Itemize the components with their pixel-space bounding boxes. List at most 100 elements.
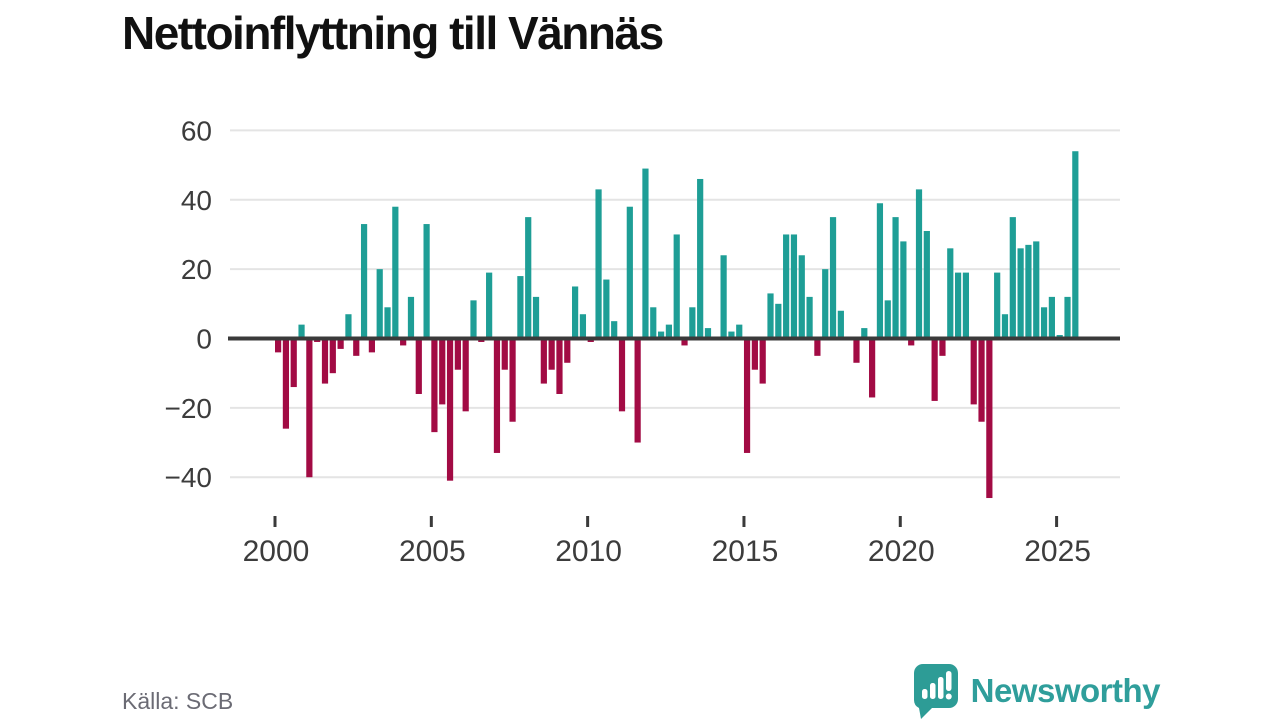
bar xyxy=(986,338,993,499)
x-axis-tick-label: 2025 xyxy=(1024,535,1091,568)
bar xyxy=(954,272,962,339)
icon-exclamation-dot xyxy=(945,693,952,700)
bar xyxy=(423,224,430,339)
bar xyxy=(657,331,665,339)
bar xyxy=(1072,151,1079,339)
bar xyxy=(345,314,352,339)
bar xyxy=(509,338,516,422)
bar xyxy=(697,178,704,339)
bar xyxy=(454,338,461,370)
bar xyxy=(329,338,336,374)
bar xyxy=(415,338,422,394)
bar xyxy=(962,272,970,339)
bar xyxy=(618,338,626,412)
bar xyxy=(392,206,399,339)
bar xyxy=(915,189,923,339)
bar xyxy=(376,269,383,339)
bar xyxy=(751,338,758,370)
bar xyxy=(634,338,641,443)
bar xyxy=(1017,248,1024,339)
bar xyxy=(384,307,391,339)
bar xyxy=(626,206,633,339)
bar xyxy=(1064,296,1071,339)
bar xyxy=(673,234,680,339)
newsworthy-chart-bubble-icon xyxy=(913,664,958,719)
y-axis-tick-label: 40 xyxy=(181,185,212,216)
bar xyxy=(290,338,297,388)
bar xyxy=(1033,241,1040,339)
y-axis-tick-label: 0 xyxy=(196,324,212,355)
bar xyxy=(931,338,938,401)
bar xyxy=(439,338,446,405)
bar xyxy=(822,269,829,339)
bar xyxy=(650,307,657,339)
bar xyxy=(501,338,508,370)
bar xyxy=(743,338,751,453)
bar xyxy=(994,272,1001,339)
bar xyxy=(1001,314,1009,339)
icon-bar-3 xyxy=(937,677,944,699)
y-axis-tick-label: 20 xyxy=(181,254,212,285)
bar xyxy=(829,217,837,339)
bar xyxy=(540,338,547,384)
bar xyxy=(853,338,860,363)
bar xyxy=(611,321,618,339)
bar xyxy=(923,230,930,339)
bar xyxy=(798,255,805,339)
bar xyxy=(900,241,907,339)
bar xyxy=(556,338,563,394)
bar xyxy=(1025,244,1032,339)
icon-bar-1 xyxy=(921,689,928,699)
bar xyxy=(306,338,313,478)
bar xyxy=(603,279,610,339)
bar xyxy=(681,338,688,346)
bar xyxy=(517,276,524,339)
bar xyxy=(736,324,743,339)
bar xyxy=(861,328,868,339)
bar xyxy=(978,338,985,422)
bar xyxy=(298,324,305,339)
bar xyxy=(720,255,727,339)
x-axis-tick-label: 2015 xyxy=(712,535,779,568)
y-axis-tick-label: 60 xyxy=(181,115,212,146)
bar xyxy=(525,217,532,339)
brand-name: Newsworthy xyxy=(970,672,1161,709)
chart-title: Nettoinflyttning till Vännäs xyxy=(122,7,664,59)
bar xyxy=(970,338,977,405)
bar xyxy=(759,338,766,384)
icon-bar-2 xyxy=(929,683,936,699)
bar xyxy=(806,296,813,339)
bar xyxy=(572,286,579,339)
bar xyxy=(728,331,735,339)
x-axis-tick-label: 2020 xyxy=(868,535,935,568)
bar xyxy=(407,296,415,339)
bar xyxy=(282,338,290,429)
bar xyxy=(486,272,493,339)
x-axis-tick-label: 2000 xyxy=(243,535,310,568)
bar xyxy=(947,248,954,339)
bar xyxy=(532,296,540,339)
bar xyxy=(939,338,946,356)
bar xyxy=(431,338,438,433)
icon-exclamation-stem xyxy=(945,671,952,691)
bar xyxy=(446,338,454,481)
bar xyxy=(470,300,477,339)
y-axis-tick-label: −20 xyxy=(165,393,213,424)
bar xyxy=(462,338,469,412)
bar xyxy=(493,338,501,453)
bar xyxy=(353,338,360,356)
branding: Newsworthy xyxy=(911,663,1161,719)
bar xyxy=(665,324,672,339)
bar xyxy=(275,338,282,353)
bar xyxy=(767,293,774,339)
source-label: Källa: SCB xyxy=(122,688,234,714)
bar xyxy=(337,338,344,349)
bar xyxy=(579,314,587,339)
bar xyxy=(892,217,899,339)
bar xyxy=(869,338,876,398)
bar xyxy=(689,307,696,339)
x-axis-tick-label: 2010 xyxy=(555,535,622,568)
bar xyxy=(908,338,915,346)
bar xyxy=(1009,217,1016,339)
